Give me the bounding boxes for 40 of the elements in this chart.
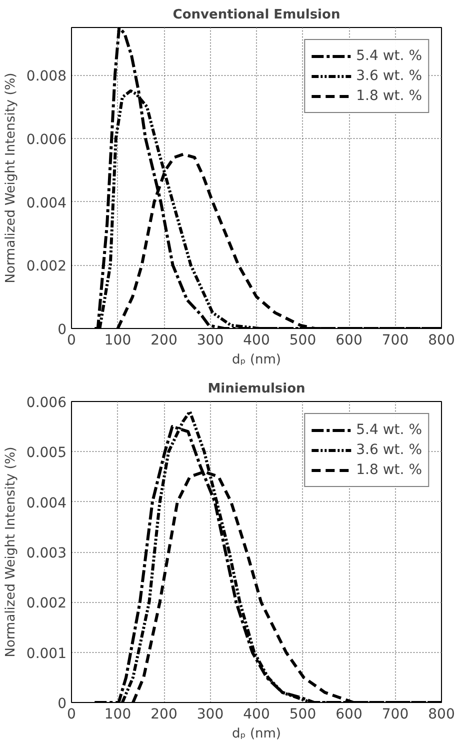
y-tick-label: 0.006 bbox=[26, 132, 67, 148]
x-tick-label: 500 bbox=[289, 332, 316, 348]
legend-label: 3.6 wt. % bbox=[356, 442, 422, 458]
x-axis-title: dₚ (nm) bbox=[232, 726, 281, 742]
y-tick-label: 0.004 bbox=[26, 495, 67, 512]
x-tick-label: 400 bbox=[243, 332, 270, 348]
x-tick-label: 700 bbox=[382, 706, 409, 722]
x-tick-label: 400 bbox=[243, 706, 270, 722]
legend-label: 5.4 wt. % bbox=[356, 422, 422, 438]
y-axis-title: Normalized Weight Intensity (%) bbox=[3, 72, 18, 284]
x-tick-label: 100 bbox=[104, 706, 132, 722]
y-axis-title: Normalized Weight Intensity (%) bbox=[3, 446, 18, 658]
x-tick-label: 600 bbox=[336, 332, 362, 348]
y-tick-label: 0.003 bbox=[26, 546, 67, 562]
legend-label: 1.8 wt. % bbox=[356, 462, 422, 478]
chart-title: Conventional Emulsion bbox=[172, 8, 340, 22]
legend-label: 3.6 wt. % bbox=[356, 68, 422, 84]
x-tick-label: 600 bbox=[336, 706, 362, 722]
x-tick-label: 700 bbox=[382, 332, 409, 348]
y-tick-label: 0.001 bbox=[26, 646, 67, 662]
x-tick-label: 300 bbox=[196, 332, 224, 348]
legend-label: 1.8 wt. % bbox=[356, 88, 422, 104]
x-tick-label: 800 bbox=[428, 706, 455, 722]
y-tick-label: 0 bbox=[58, 322, 67, 338]
x-tick-label: 100 bbox=[104, 332, 132, 348]
y-tick-label: 0.004 bbox=[26, 195, 67, 212]
x-tick-label: 500 bbox=[289, 706, 316, 722]
x-tick-label: 300 bbox=[196, 706, 224, 722]
y-tick-label: 0 bbox=[58, 696, 67, 712]
x-axis-title: dₚ (nm) bbox=[232, 352, 281, 368]
y-tick-label: 0.006 bbox=[26, 395, 67, 411]
x-tick-label: 200 bbox=[150, 706, 178, 722]
chart-title: Miniemulsion bbox=[208, 382, 306, 396]
y-tick-label: 0.008 bbox=[26, 68, 67, 85]
y-tick-label: 0.002 bbox=[26, 258, 67, 275]
y-tick-label: 0.005 bbox=[26, 445, 67, 462]
legend-label: 5.4 wt. % bbox=[356, 48, 422, 64]
x-tick-label: 200 bbox=[150, 332, 178, 348]
x-tick-label: 800 bbox=[428, 332, 455, 348]
y-tick-label: 0.002 bbox=[26, 596, 67, 612]
